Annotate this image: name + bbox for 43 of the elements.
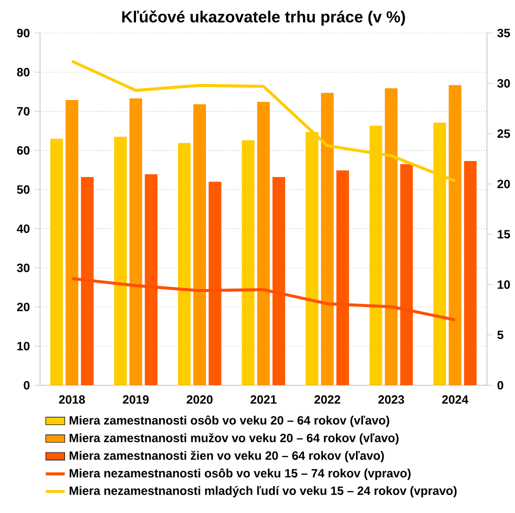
bar bbox=[384, 88, 398, 386]
y2-tick-label: 0 bbox=[498, 380, 504, 390]
bar bbox=[178, 142, 191, 386]
x-tick-label: 2024 bbox=[442, 395, 468, 404]
x-tick-label: 2020 bbox=[186, 395, 213, 404]
x-tick-label: 2019 bbox=[122, 395, 149, 404]
legend-label: Miera nezamestnanosti mladých ľudí vo veku 15 – 24 rokov (vpravo) bbox=[70, 486, 457, 498]
legend-label: Miera nezamestnanosti osôb vo veku 15 – 74 rokov (vpravo) bbox=[70, 468, 411, 480]
y2-tick-label: 15 bbox=[498, 230, 510, 238]
y-tick-label: 40 bbox=[16, 224, 30, 233]
bar bbox=[129, 98, 142, 386]
y2-tick-label: 25 bbox=[497, 129, 510, 138]
bar bbox=[242, 140, 254, 386]
bar bbox=[114, 136, 127, 386]
y-tick-label: 30 bbox=[16, 263, 30, 272]
x-tick-label: 2023 bbox=[378, 395, 404, 404]
y-tick-label: 50 bbox=[17, 185, 30, 194]
legend-label: Miera zamestnanosti žien vo veku 20 – 64 rokov (vľavo) bbox=[70, 450, 384, 462]
x-tick-label: 2022 bbox=[314, 395, 340, 404]
bar bbox=[448, 84, 462, 386]
bar bbox=[50, 138, 63, 386]
y-tick-label: 80 bbox=[17, 68, 30, 76]
bar bbox=[193, 104, 206, 386]
legend-label: Miera zamestnanosti osôb vo veku 20 – 64 rokov (vľavo) bbox=[70, 415, 390, 427]
y2-tick-label: 20 bbox=[497, 180, 510, 188]
bar bbox=[321, 92, 334, 386]
y-tick-label: 10 bbox=[17, 342, 30, 350]
y-tick-label: 60 bbox=[17, 146, 30, 155]
y-tick-label: 20 bbox=[17, 302, 30, 312]
y-tick-label: 70 bbox=[17, 106, 30, 116]
bar bbox=[464, 160, 477, 386]
x-tick-label: 2018 bbox=[59, 395, 85, 404]
y2-tick-label: 10 bbox=[498, 280, 510, 289]
y2-tick-label: 30 bbox=[497, 78, 510, 88]
bar bbox=[66, 100, 78, 386]
y-tick-label: 0 bbox=[24, 380, 30, 390]
y-tick-label: 90 bbox=[17, 28, 30, 38]
chart-title: Kľúčové ukazovatele trhu práce (v %) bbox=[122, 10, 406, 26]
bar bbox=[257, 102, 270, 386]
legend-label: Miera zamestnanosti mužov vo veku 20 – 64 rokov (vľavo) bbox=[70, 432, 399, 444]
y2-tick-label: 35 bbox=[497, 28, 510, 38]
x-tick-label: 2021 bbox=[250, 395, 277, 404]
y2-tick-label: 5 bbox=[497, 330, 504, 339]
